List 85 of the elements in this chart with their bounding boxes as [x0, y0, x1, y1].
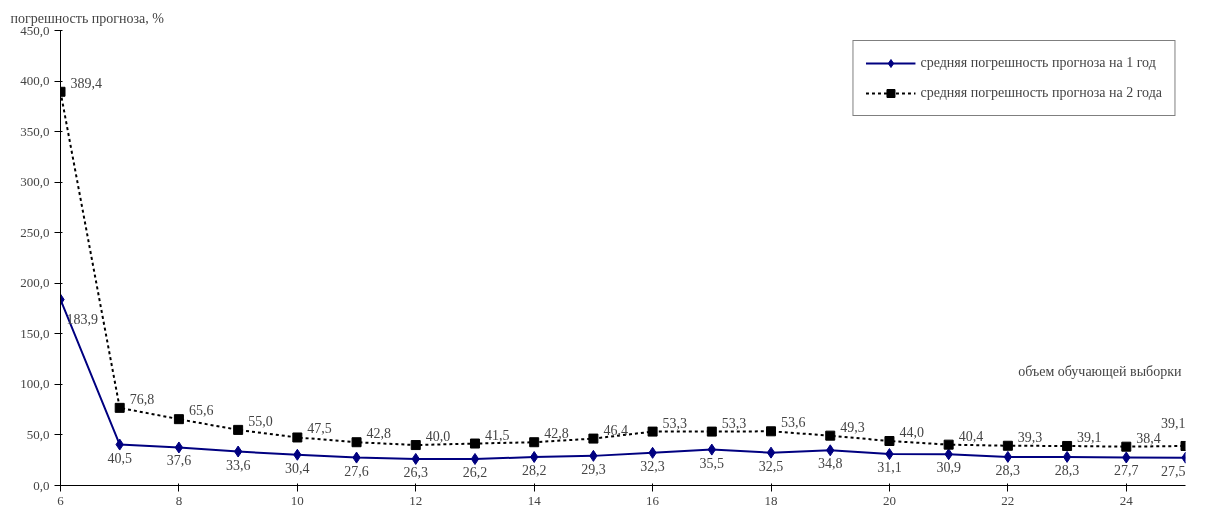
x-axis-title: объем обучающей выборки [1018, 363, 1183, 379]
point [766, 446, 776, 459]
y-tick-label: 50,0 [26, 426, 50, 442]
y-tick-label: 250,0 [20, 224, 50, 240]
point [588, 433, 599, 444]
data-label: 40,5 [107, 450, 132, 466]
data-label: 35,5 [699, 455, 725, 471]
x-tick-label: 8 [175, 492, 183, 508]
x-tick-label: 24 [1119, 492, 1134, 508]
data-label: 76,8 [129, 391, 155, 407]
data-label: 40,0 [425, 429, 451, 445]
data-label: 37,6 [166, 453, 192, 469]
data-label: 53,6 [781, 415, 806, 431]
data-label: 31,1 [877, 460, 902, 476]
data-label: 46,4 [603, 422, 628, 438]
point [470, 453, 480, 466]
x-tick-label: 18 [764, 492, 778, 508]
data-label: 39,1 [1077, 429, 1102, 445]
data-label: 26,3 [403, 464, 429, 480]
y-tick-label: 300,0 [20, 174, 50, 190]
point [292, 432, 303, 443]
y-tick-label: 350,0 [20, 123, 50, 139]
point [706, 426, 717, 437]
data-label: 39,3 [1017, 429, 1043, 445]
y-tick-label: 0,0 [33, 477, 50, 493]
x-tick-label: 10 [290, 492, 304, 508]
point [469, 438, 480, 449]
data-label: 42,8 [366, 426, 392, 442]
data-label: 27,6 [344, 463, 369, 479]
point [529, 437, 540, 448]
data-label: 53,3 [721, 415, 747, 431]
point [825, 430, 836, 441]
point [173, 414, 184, 425]
data-label: 44,0 [899, 425, 924, 441]
data-label: 28,2 [521, 462, 547, 478]
x-tick-label: 12 [409, 492, 423, 508]
y-tick-label: 400,0 [20, 73, 50, 89]
data-label: 41,5 [484, 427, 510, 443]
legend-label: средняя погрешность прогноза на 2 года [920, 85, 1162, 101]
data-label: 55,0 [248, 413, 273, 429]
point [1003, 450, 1013, 463]
point [1121, 441, 1132, 452]
point [1002, 440, 1013, 451]
x-tick-label: 6 [57, 492, 65, 508]
x-tick-label: 20 [882, 492, 896, 508]
y-tick-label: 200,0 [20, 275, 50, 291]
data-label: 53,3 [662, 415, 688, 431]
x-tick-label: 16 [646, 492, 660, 508]
point [410, 440, 421, 451]
data-label: 27,5 [1161, 463, 1186, 479]
data-label: 42,8 [544, 426, 569, 442]
point [233, 424, 244, 435]
data-label: 49,3 [840, 419, 865, 435]
data-label: 65,6 [188, 403, 214, 419]
data-label: 28,3 [995, 462, 1021, 478]
data-label: 26,2 [462, 465, 488, 481]
x-tick-label: 14 [527, 492, 542, 508]
data-label: 30,4 [285, 460, 310, 476]
data-label: 32,5 [758, 458, 784, 474]
data-label: 28,3 [1054, 462, 1080, 478]
legend-label: средняя погрешность прогноза на 1 год [920, 55, 1156, 71]
data-label: 29,3 [581, 461, 606, 477]
point [1062, 450, 1072, 463]
data-label: 27,7 [1114, 463, 1139, 479]
point [884, 436, 895, 447]
y-tick-label: 100,0 [20, 376, 50, 392]
point [351, 437, 362, 448]
data-label: 389,4 [70, 75, 102, 91]
data-label: 39,1 [1161, 415, 1186, 431]
data-label: 34,8 [817, 456, 843, 472]
data-label: 30,9 [936, 460, 961, 476]
data-label: 40,4 [958, 428, 984, 444]
data-label: 32,3 [640, 458, 665, 474]
point [174, 441, 184, 454]
y-tick-label: 150,0 [20, 325, 50, 341]
point [647, 426, 658, 437]
point [114, 402, 125, 413]
data-label: 33,6 [225, 457, 251, 473]
data-label: 47,5 [307, 421, 332, 437]
point [233, 445, 243, 458]
data-label: 38,4 [1136, 430, 1161, 446]
point [943, 439, 954, 450]
point [766, 426, 777, 437]
x-tick-label: 22 [1001, 492, 1015, 508]
point [1062, 440, 1073, 451]
